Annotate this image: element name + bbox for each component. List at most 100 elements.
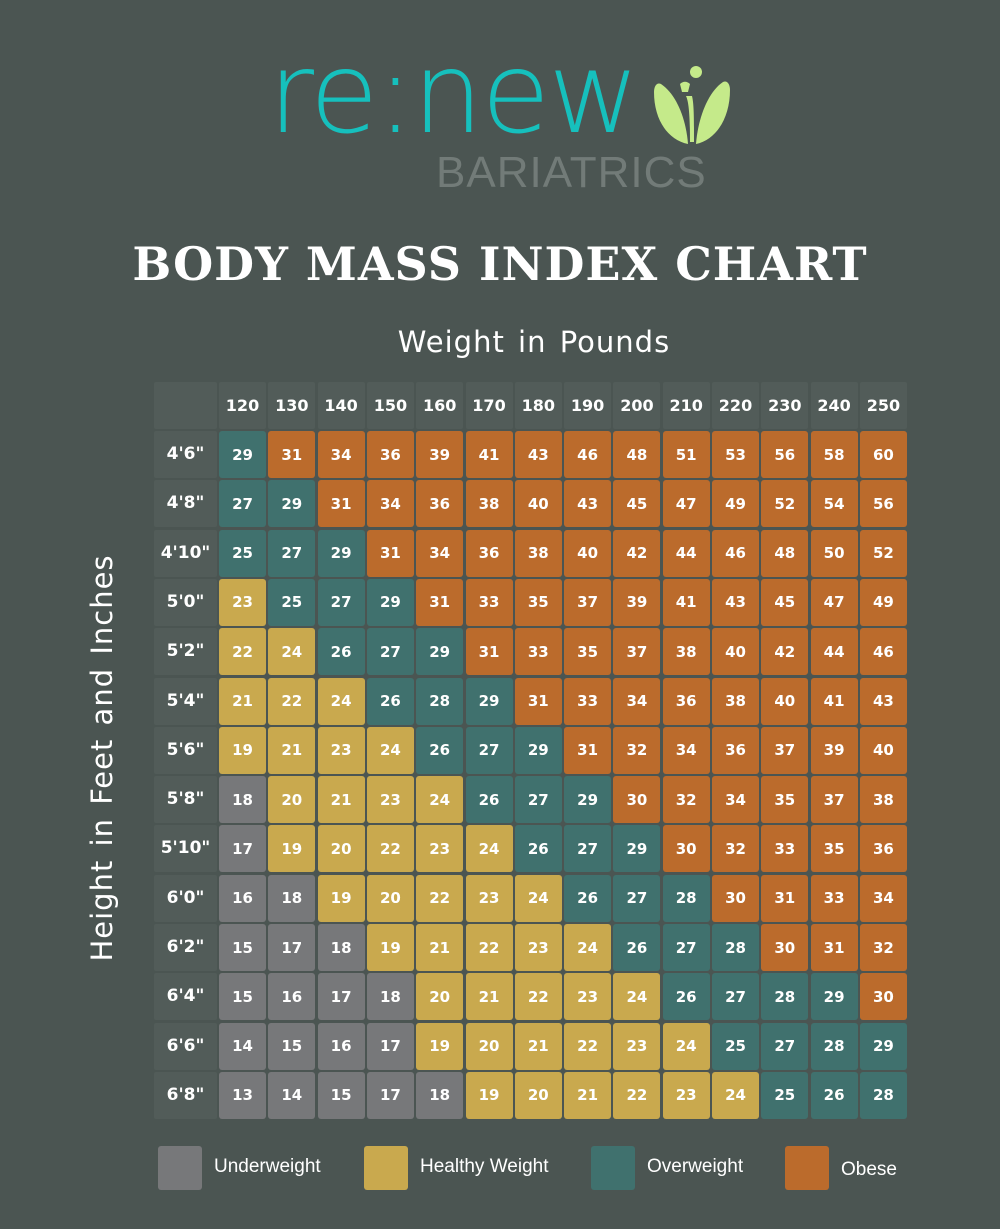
bmi-cell: 45 [761,578,809,626]
bmi-cell: 20 [416,973,464,1021]
bmi-cell: 28 [416,677,464,725]
column-header-bg [514,382,562,429]
bmi-cell: 17 [219,825,266,873]
bmi-cell: 24 [416,776,464,824]
row-header-bg [154,1022,217,1070]
bmi-cell: 20 [366,874,414,922]
bmi-cell: 22 [613,1071,661,1119]
row-header: 4'6" [166,444,205,464]
bmi-cell: 38 [662,628,710,676]
bmi-cell: 21 [416,924,464,971]
bmi-cell: 22 [219,628,266,676]
bmi-cell: 43 [514,431,562,478]
row-header: 5'2" [166,641,205,662]
bmi-cell: 46 [712,529,759,577]
bmi-cell: 29 [416,628,464,676]
bmi-cell: 16 [219,874,266,922]
row-header-bg [154,726,217,774]
bmi-cell: 27 [613,874,661,922]
bmi-cell: 18 [366,973,414,1021]
row-header: 4'8" [166,493,205,514]
row-header: 4'10" [160,542,211,563]
bmi-cell: 47 [810,578,858,626]
bmi-cell: 33 [514,628,562,676]
bmi-cell: 27 [219,480,266,528]
row-header: 6'4" [166,986,205,1007]
bmi-cell: 22 [514,973,562,1021]
bmi-cell: 34 [366,480,414,528]
bmi-cell: 36 [662,677,710,725]
bmi-cell: 53 [712,431,759,478]
bmi-cell: 30 [662,825,710,873]
column-header: 180 [521,396,555,415]
bmi-cell: 60 [859,431,907,478]
bmi-cell: 44 [810,628,858,676]
bmi-cell: 22 [416,874,464,922]
bmi-cell: 15 [268,1022,316,1070]
bmi-cell: 32 [613,726,661,774]
bmi-cell: 19 [416,1022,464,1070]
bmi-cell: 48 [613,431,661,478]
column-header-bg [712,382,759,429]
row-header-bg [154,776,217,824]
row-header: 5'6" [166,739,205,760]
bmi-cell: 18 [416,1071,464,1119]
row-header: 6'2" [166,937,205,957]
column-header-bg [366,382,414,429]
bmi-cell: 30 [613,776,661,824]
bmi-cell: 23 [416,825,464,873]
bmi-cell: 31 [465,628,513,676]
bmi-cell: 20 [317,825,365,873]
bmi-cell: 50 [810,529,858,577]
row-header-bg [154,825,217,873]
bmi-cell: 37 [564,578,612,626]
bmi-cell: 19 [465,1071,513,1119]
bmi-cell: 46 [564,431,612,478]
column-header: 220 [718,396,753,415]
bmi-cell: 34 [859,874,907,922]
bmi-cell: 26 [465,776,513,824]
bmi-cell: 32 [859,924,907,971]
bmi-cell: 35 [564,628,612,676]
bmi-cell: 40 [859,726,907,774]
bmi-cell: 21 [564,1071,612,1119]
legend-swatch [785,1146,829,1190]
bmi-cell: 31 [564,726,612,774]
column-header-bg [810,382,858,429]
bmi-cell: 34 [613,677,661,725]
bmi-cell: 24 [613,973,661,1021]
row-header: 6'0" [166,887,205,908]
row-header-bg [154,677,217,725]
bmi-cell: 29 [268,480,316,528]
bmi-cell: 27 [465,726,513,774]
column-header: 230 [768,396,802,415]
bmi-cell: 41 [465,431,513,478]
bmi-cell: 29 [317,529,365,577]
bmi-cell: 36 [465,529,513,577]
bmi-cell: 27 [761,1022,809,1070]
bmi-cell: 30 [712,874,759,922]
column-header: 200 [620,396,654,415]
bmi-cell: 26 [662,973,710,1021]
column-header: 250 [866,396,901,415]
bmi-cell: 31 [366,529,414,577]
column-header-bg [465,382,513,429]
bmi-cell: 18 [317,924,365,971]
bmi-cell: 29 [366,578,414,626]
legend-swatch [158,1146,202,1190]
bmi-cell: 25 [761,1071,809,1119]
bmi-cell: 25 [712,1022,759,1070]
bmi-cell: 22 [564,1022,612,1070]
bmi-cell: 26 [613,924,661,971]
row-header-bg [154,628,217,676]
bmi-cell: 18 [219,776,266,824]
bmi-cell: 34 [662,726,710,774]
bmi-cell: 46 [859,628,907,676]
legend-swatch [364,1146,408,1190]
bmi-cell: 25 [219,529,266,577]
bmi-cell: 56 [859,480,907,528]
row-header-bg [154,431,217,478]
legend-label: Overweight [647,1156,744,1177]
bmi-cell: 27 [662,924,710,971]
